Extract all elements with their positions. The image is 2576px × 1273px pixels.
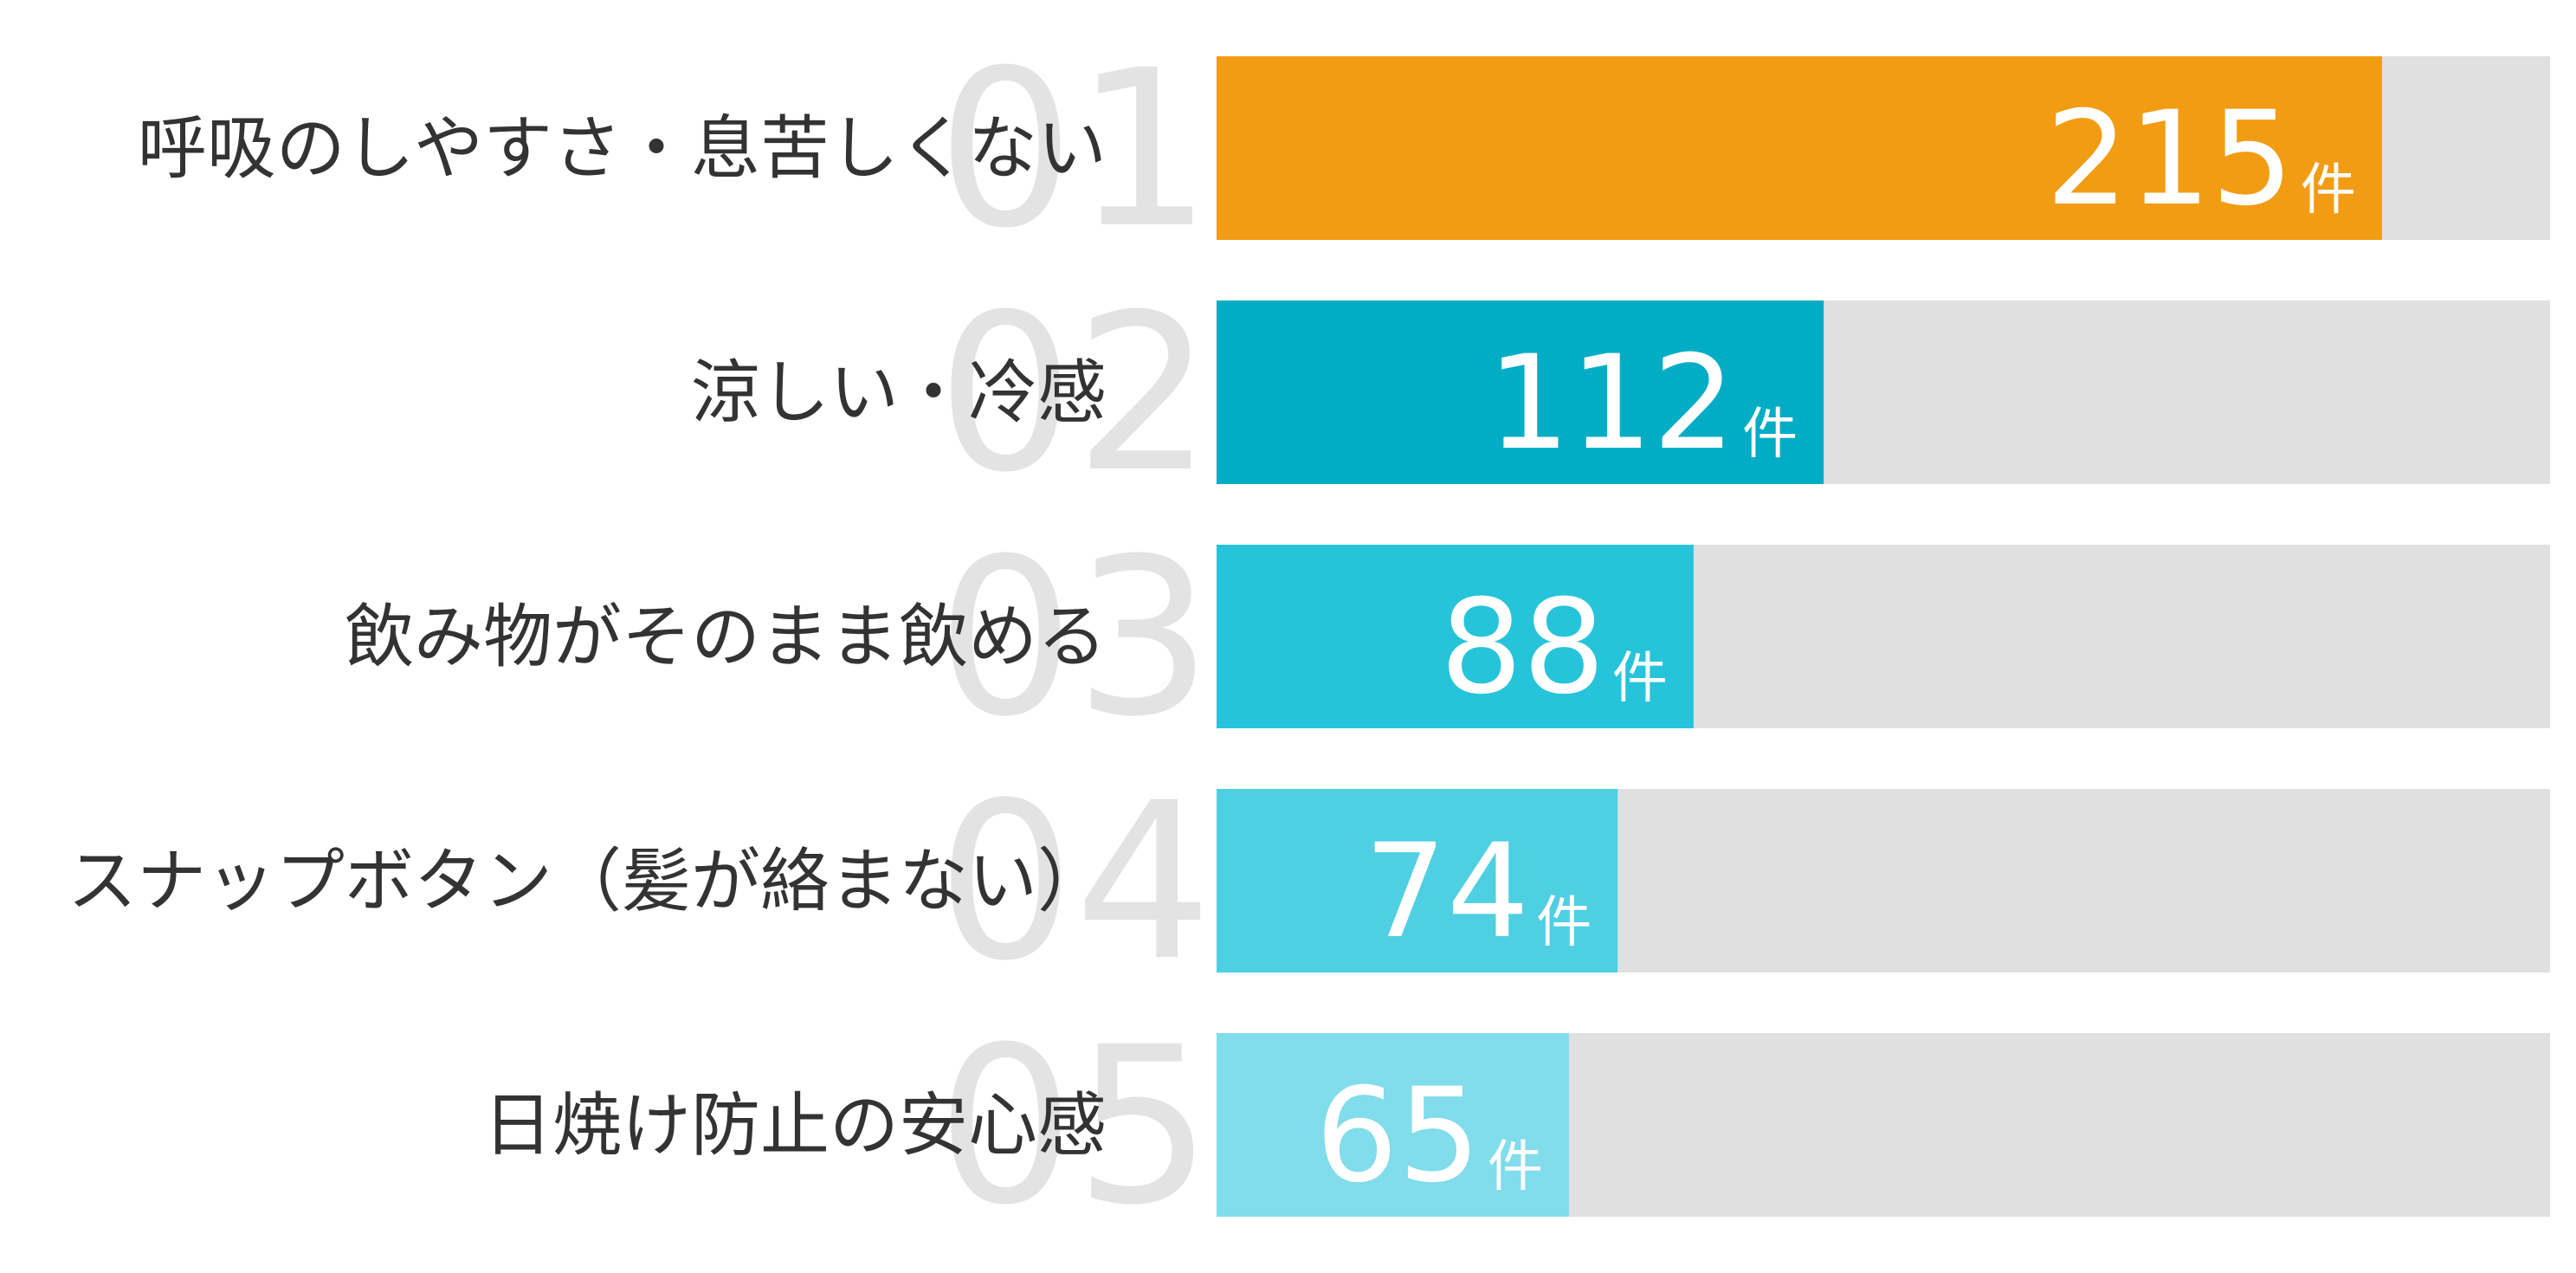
category-label: 日焼け防止の安心感	[483, 1085, 1107, 1166]
value-label: 88	[1440, 572, 1605, 723]
rank-number: 04	[937, 756, 1212, 1008]
bar	[1217, 300, 1824, 484]
value-label: 215	[2046, 84, 2294, 235]
unit-label: 件	[1488, 1135, 1543, 1199]
value-label: 112	[1488, 328, 1735, 479]
unit-label: 件	[1612, 647, 1668, 711]
category-label: 飲み物がそのまま飲める	[345, 597, 1107, 677]
bar	[1217, 1033, 1569, 1217]
rank-number: 02	[937, 268, 1212, 520]
rank-number: 05	[937, 1000, 1212, 1252]
value-label: 74	[1364, 817, 1529, 967]
bar	[1217, 56, 2382, 240]
rank-number: 03	[937, 512, 1212, 764]
bar	[1217, 545, 1694, 728]
bar	[1217, 789, 1618, 973]
unit-label: 件	[1536, 891, 1591, 955]
unit-label: 件	[1742, 403, 1798, 467]
category-label: 呼吸のしやすさ・息苦しくない	[138, 108, 1107, 189]
rank-number: 01	[937, 23, 1212, 275]
unit-label: 件	[2301, 158, 2356, 223]
category-label: スナップボタン（髪が絡まない）	[68, 841, 1107, 921]
category-label: 涼しい・冷感	[691, 352, 1107, 433]
value-label: 65	[1315, 1061, 1481, 1212]
